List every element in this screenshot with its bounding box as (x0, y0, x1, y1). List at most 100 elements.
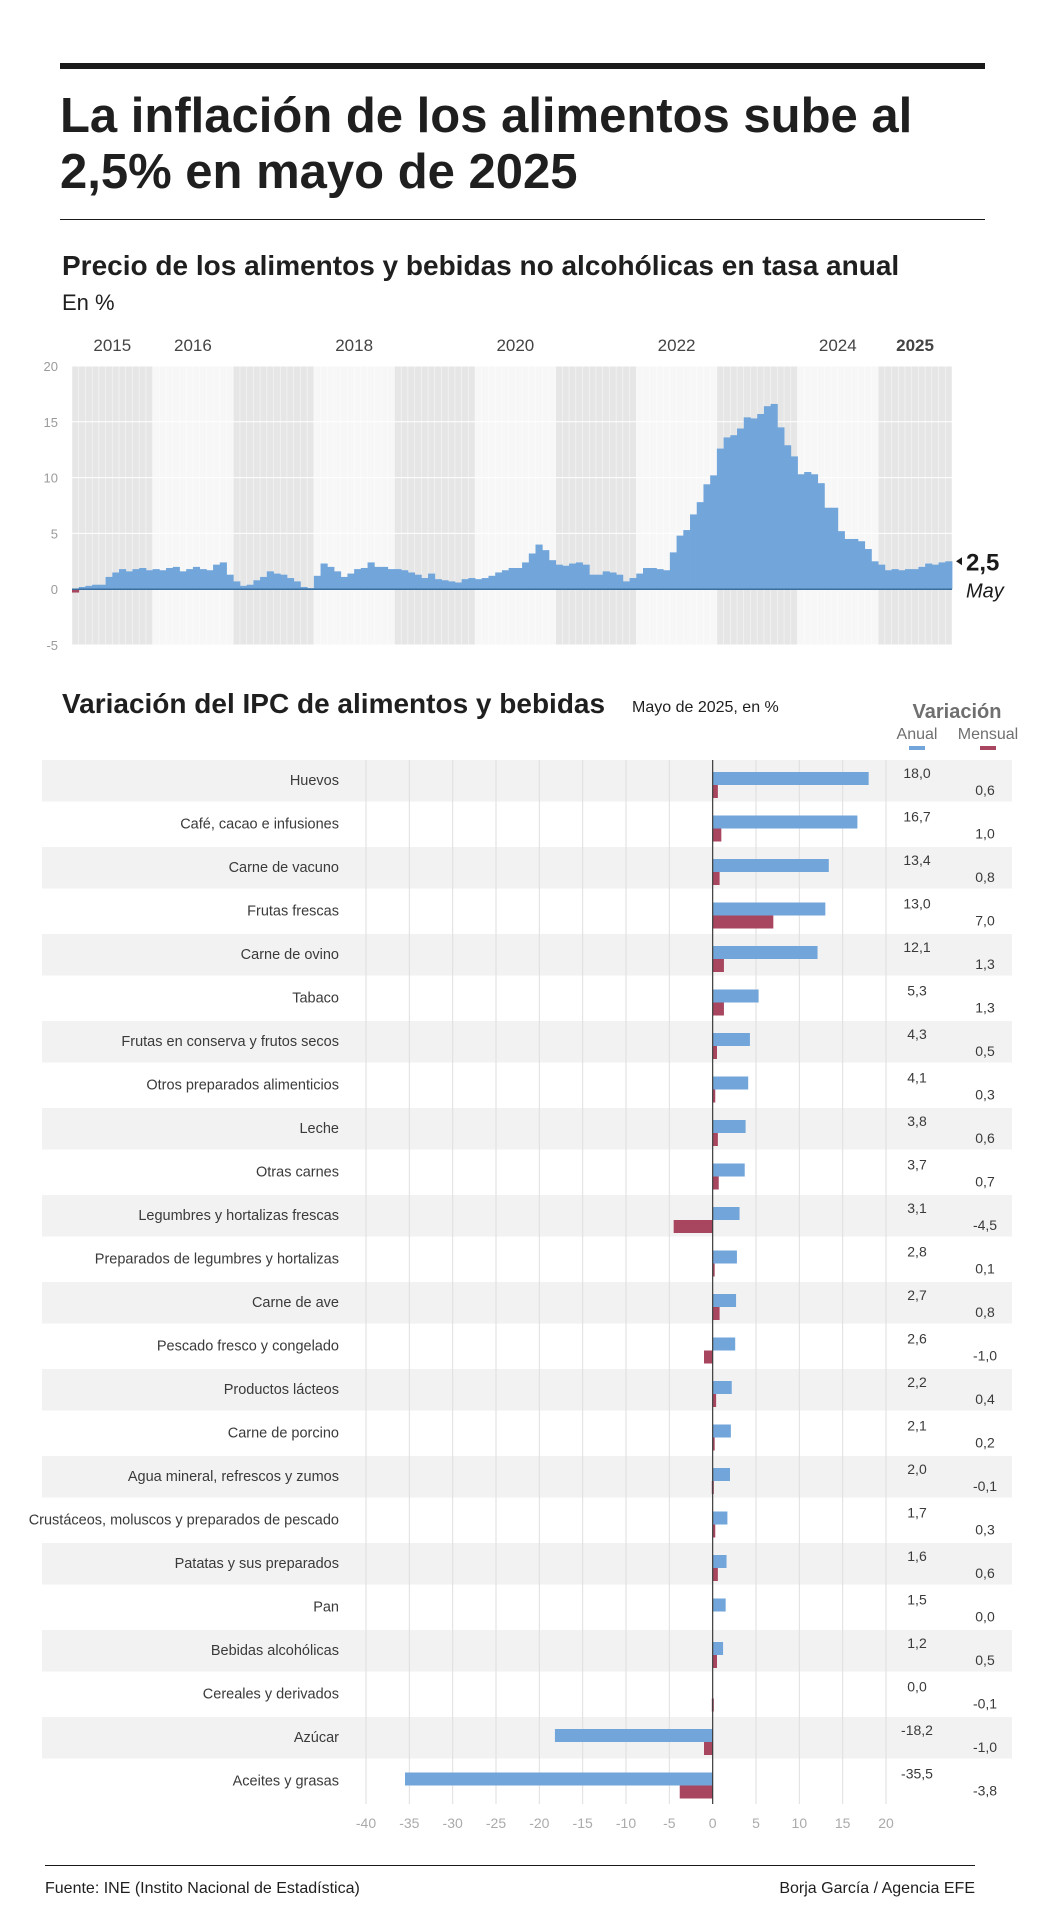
category-label: Carne de porcino (228, 1426, 339, 1442)
row-stripe (42, 1282, 1012, 1324)
data-bar (468, 578, 476, 590)
mensual-value-label: 0,3 (975, 1087, 995, 1103)
row-stripe (42, 1456, 1012, 1498)
data-bar (280, 574, 288, 590)
anual-bar (712, 1424, 731, 1438)
data-bar (669, 552, 677, 590)
y-tick-label: 10 (44, 471, 58, 486)
data-bar (333, 571, 342, 590)
data-bar (172, 566, 180, 590)
legend-anual-swatch (909, 746, 925, 750)
mensual-bar (712, 1394, 717, 1407)
mensual-bar (704, 1350, 713, 1364)
anual-value-label: 18,0 (903, 765, 930, 781)
anual-value-label: 13,0 (903, 896, 930, 912)
data-bar (407, 572, 415, 590)
data-bar (78, 586, 86, 590)
data-bar (166, 567, 174, 590)
category-label: Carne de ovino (241, 947, 339, 963)
category-label: Café, cacao e infusiones (180, 817, 339, 833)
data-bar (381, 566, 389, 590)
mensual-value-label: 0,8 (975, 1304, 995, 1320)
category-label: Pescado fresco y congelado (157, 1339, 339, 1355)
row-stripe (42, 1630, 1012, 1672)
category-label: Aceites y grasas (233, 1774, 339, 1790)
category-label: Legumbres y hortalizas frescas (138, 1208, 339, 1224)
mensual-value-label: 7,0 (975, 913, 995, 929)
data-bar (857, 541, 866, 590)
x-tick-label: 10 (792, 1815, 808, 1831)
mensual-bar (673, 1220, 713, 1233)
x-tick-label: 5 (752, 1815, 760, 1831)
data-bar (347, 573, 355, 590)
anual-value-label: 3,8 (907, 1113, 927, 1129)
year-label: 2018 (335, 336, 373, 355)
mensual-value-label: -1,0 (973, 1348, 997, 1364)
data-bar (139, 567, 147, 590)
data-bar (226, 574, 234, 590)
anual-bar (712, 989, 759, 1003)
legend-anual-label: Anual (897, 726, 938, 743)
data-bar (925, 563, 933, 590)
data-bar (454, 582, 463, 590)
data-bar (629, 578, 637, 590)
anual-value-label: 16,7 (903, 809, 930, 825)
bar-chart-heading: Variación del IPC de alimentos y bebidas (62, 688, 606, 719)
data-bar (461, 579, 469, 590)
mensual-bar (704, 1742, 713, 1755)
mensual-value-label: 0,3 (975, 1522, 995, 1538)
data-bar (186, 569, 194, 590)
data-bar (414, 574, 422, 590)
x-tick-label: 0 (709, 1815, 717, 1831)
data-bar (266, 571, 274, 590)
mensual-value-label: 0,6 (975, 1565, 995, 1581)
data-bar (98, 584, 106, 590)
data-bar (723, 437, 731, 590)
data-bar (616, 574, 624, 590)
data-bar (421, 578, 429, 590)
y-tick-label: 5 (51, 526, 58, 541)
mensual-bar (712, 1263, 715, 1277)
data-bar (428, 573, 436, 590)
data-bar (777, 427, 785, 590)
chart-subtitle: Precio de los alimentos y bebidas no alc… (62, 250, 900, 281)
data-bar (488, 575, 496, 590)
anual-bar (405, 1772, 713, 1786)
mensual-bar (712, 1046, 717, 1059)
data-bar (703, 484, 711, 590)
unit-label: En % (62, 290, 115, 315)
mensual-bar (712, 872, 720, 885)
data-bar (884, 570, 892, 590)
data-bar (340, 576, 348, 590)
data-bar (690, 514, 698, 590)
x-tick-label: -30 (443, 1815, 463, 1831)
year-label: 2016 (174, 336, 212, 355)
category-label: Otros preparados alimenticios (146, 1078, 339, 1094)
data-bar (817, 483, 825, 590)
anual-bar (712, 815, 858, 829)
anual-value-label: 0,0 (907, 1679, 927, 1695)
mensual-value-label: 0,8 (975, 869, 995, 885)
anual-value-label: 1,2 (907, 1635, 927, 1651)
data-bar (85, 585, 93, 590)
data-bar (253, 580, 261, 590)
mensual-bar (712, 1568, 718, 1581)
data-bar (273, 573, 281, 590)
data-bar (179, 571, 187, 590)
anual-value-label: 2,7 (907, 1287, 927, 1303)
category-label: Huevos (290, 773, 339, 789)
data-bar (763, 406, 772, 590)
data-bar (696, 502, 704, 590)
data-bar (119, 569, 127, 590)
row-stripe (42, 1717, 1012, 1759)
anual-value-label: 4,3 (907, 1026, 927, 1042)
mensual-value-label: 1,3 (975, 956, 995, 972)
x-tick-label: -25 (486, 1815, 506, 1831)
year-label: 2025 (896, 336, 934, 355)
category-label: Azúcar (294, 1730, 339, 1746)
data-bar (495, 572, 503, 590)
mensual-value-label: 0,0 (975, 1609, 995, 1625)
mensual-value-label: 0,4 (975, 1391, 995, 1407)
data-bar (904, 569, 913, 590)
